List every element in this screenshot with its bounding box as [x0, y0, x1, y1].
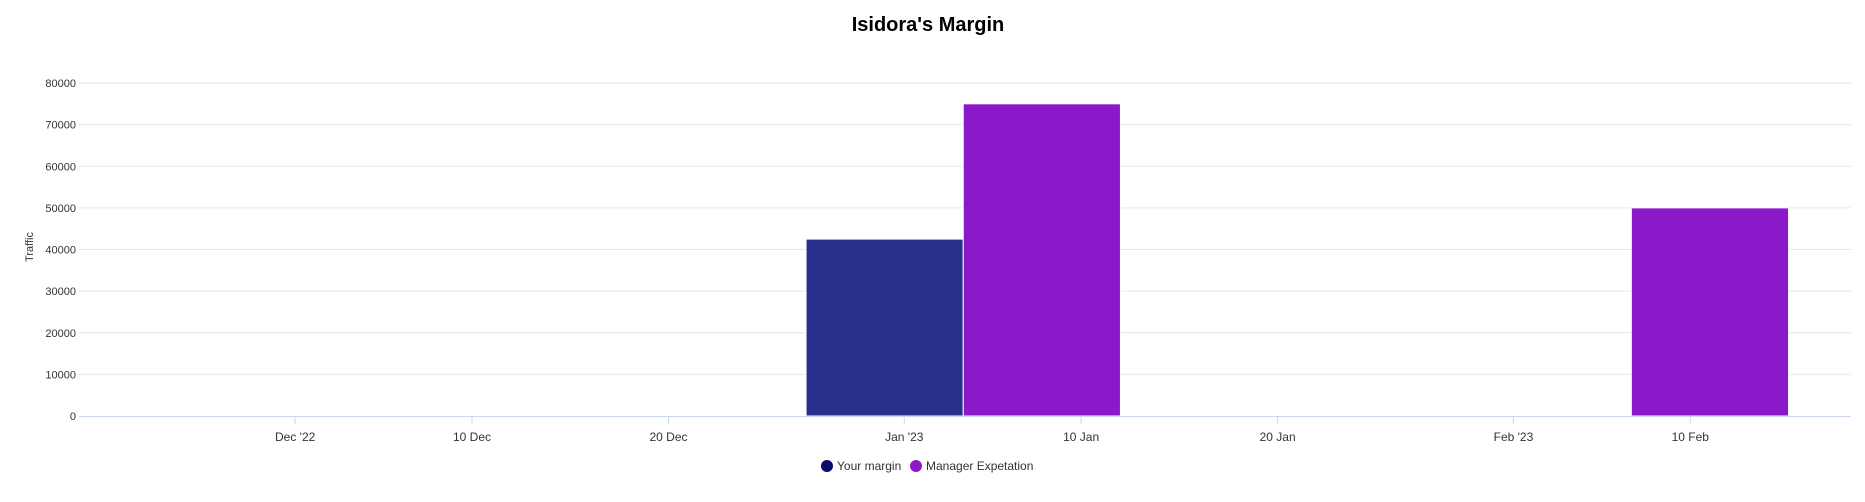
- legend-swatch: [821, 460, 833, 472]
- bar-manager-expetation[interactable]: [962, 103, 1121, 417]
- x-tick-label: Feb '23: [1494, 430, 1534, 444]
- y-tick-label: 60000: [45, 161, 76, 173]
- y-tick-label: 40000: [45, 245, 76, 257]
- y-tick-label: 70000: [45, 120, 76, 132]
- y-tick-label: 10000: [45, 369, 76, 381]
- legend-label: Your margin: [837, 459, 901, 473]
- legend-label: Manager Expetation: [926, 459, 1033, 473]
- chart-title: Isidora's Margin: [852, 14, 1005, 36]
- x-tick-label: 20 Jan: [1260, 430, 1296, 444]
- legend-swatch: [910, 460, 922, 472]
- y-tick-label: 20000: [45, 328, 76, 340]
- y-axis-label: Traffic: [24, 232, 36, 262]
- y-tick-label: 30000: [45, 286, 76, 298]
- legend-item-your-margin[interactable]: Your margin: [821, 459, 901, 473]
- legend-item-manager-expetation[interactable]: Manager Expetation: [910, 459, 1033, 473]
- x-tick-label: Dec '22: [275, 430, 316, 444]
- x-tick-label: 10 Jan: [1063, 430, 1099, 444]
- x-tick-label: Jan '23: [885, 430, 924, 444]
- y-axis-ticks: 0 10000 20000 30000 40000 50000 60000 70000 8000…: [45, 78, 76, 423]
- x-tick-label: 20 Dec: [649, 430, 687, 444]
- bars: [805, 103, 1790, 417]
- y-tick-label: 50000: [45, 203, 76, 215]
- x-axis-ticks: Dec '22 10 Dec 20 Dec Jan '23 10 Jan 20 Jan Fe…: [275, 416, 1709, 444]
- x-tick-label: 10 Feb: [1672, 430, 1710, 444]
- y-tick-label: 0: [70, 411, 76, 423]
- bar-manager-expetation[interactable]: [1630, 207, 1790, 417]
- y-tick-label: 80000: [45, 78, 76, 90]
- bar-your-margin[interactable]: [805, 238, 964, 417]
- x-tick-label: 10 Dec: [453, 430, 491, 444]
- legend[interactable]: Your margin Manager Expetation: [821, 459, 1033, 473]
